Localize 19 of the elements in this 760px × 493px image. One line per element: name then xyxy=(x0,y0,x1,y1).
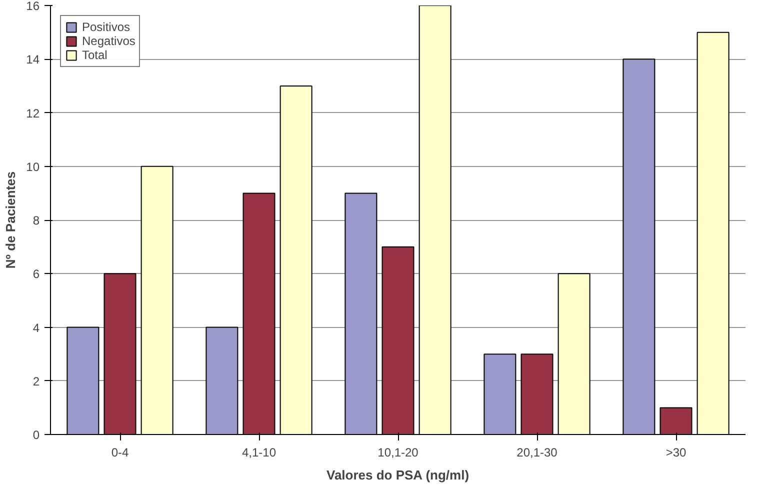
x-tick-label: 4,1-10 xyxy=(242,446,276,460)
x-tick-label: 10,1-20 xyxy=(378,446,419,460)
x-tick-label: 20,1-30 xyxy=(516,446,558,460)
x-tick-label: 0-4 xyxy=(111,446,129,460)
legend-label: Negativos xyxy=(82,34,136,48)
y-tick-label: 8 xyxy=(32,214,40,228)
x-axis-title: Valores do PSA (ng/ml) xyxy=(326,468,470,482)
y-tick-label: 0 xyxy=(32,428,40,442)
y-tick-label: 12 xyxy=(26,106,40,120)
y-axis-title: Nº de Pacientes xyxy=(3,171,18,269)
legend-label: Positivos xyxy=(82,20,130,34)
y-tick-label: 6 xyxy=(32,267,40,282)
y-tick-label: 10 xyxy=(26,160,40,174)
y-tick-label: 2 xyxy=(32,374,40,388)
y-tick-label: 4 xyxy=(32,320,40,335)
legend-label: Total xyxy=(82,48,108,62)
x-tick-label: >30 xyxy=(666,446,687,460)
y-tick-label: 14 xyxy=(26,52,40,67)
y-tick-label: 16 xyxy=(26,0,40,13)
